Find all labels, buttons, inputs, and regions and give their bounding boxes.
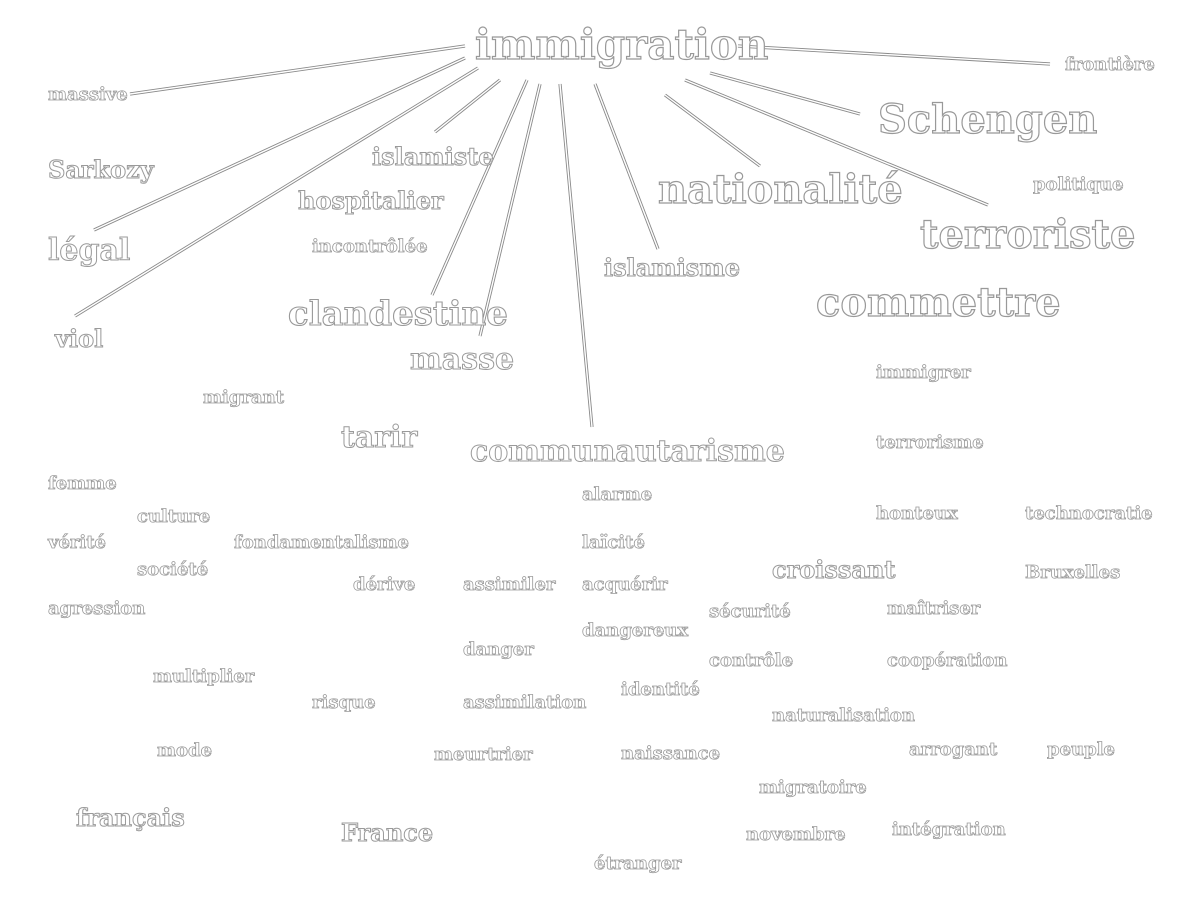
term-multiplier: multiplier xyxy=(153,666,255,687)
link-communautarisme xyxy=(558,83,594,428)
term-honteux: honteux xyxy=(876,503,959,524)
term-derive: dérive xyxy=(353,574,416,595)
term-clandestine: clandestine xyxy=(287,294,508,334)
link-frontiere xyxy=(737,44,1051,66)
term-viol: viol xyxy=(54,324,104,353)
term-croissant: croissant xyxy=(772,555,896,584)
term-agression: agression xyxy=(48,598,146,619)
term-tarir: tarir xyxy=(340,420,418,455)
term-technocratie: technocratie xyxy=(1025,503,1153,524)
term-fondamentalisme: fondamentalisme xyxy=(234,532,410,553)
term-etranger: étranger xyxy=(594,853,682,874)
link-sarkozy xyxy=(93,56,466,232)
term-integration: intégration xyxy=(892,819,1006,840)
term-nationalite: nationalité xyxy=(657,166,903,213)
term-peuple: peuple xyxy=(1047,739,1116,760)
term-incontrolee: incontrôlée xyxy=(312,236,428,257)
term-massive: massive xyxy=(48,84,129,105)
term-communautarisme: communautarisme xyxy=(470,434,786,469)
term-meurtrier: meurtrier xyxy=(434,744,533,765)
term-commettre: commettre xyxy=(815,279,1061,326)
term-bruxelles: Bruxelles xyxy=(1025,562,1121,583)
term-francais: français xyxy=(76,803,186,832)
term-naturalisation: naturalisation xyxy=(772,705,916,726)
term-islamisme: islamisme xyxy=(604,253,741,282)
link-viol xyxy=(74,66,479,318)
term-societe: société xyxy=(137,559,209,580)
term-femme: femme xyxy=(48,473,118,494)
link-islamiste xyxy=(434,78,501,134)
term-terroriste: terroriste xyxy=(919,211,1136,258)
term-controle: contrôle xyxy=(709,650,794,671)
term-danger: danger xyxy=(463,639,535,660)
term-hospitalier: hospitalier xyxy=(298,186,445,215)
term-sarkozy: Sarkozy xyxy=(48,155,155,184)
term-acquerir: acquérir xyxy=(582,574,668,595)
link-masse xyxy=(478,83,542,337)
link-terroriste xyxy=(684,78,989,207)
link-nationalite xyxy=(664,93,761,168)
term-novembre: novembre xyxy=(746,824,846,845)
term-assimiler: assimiler xyxy=(463,574,556,595)
term-cooperation: coopération xyxy=(887,650,1008,671)
term-france: France xyxy=(340,818,434,847)
link-islamisme xyxy=(593,83,660,250)
term-alarme: alarme xyxy=(582,484,653,505)
term-schengen: Schengen xyxy=(877,96,1098,143)
term-culture: culture xyxy=(137,506,211,527)
term-migratoire: migratoire xyxy=(759,777,868,798)
term-securite: sécurité xyxy=(709,601,792,622)
term-terrorisme: terrorisme xyxy=(876,432,985,453)
link-schengen xyxy=(709,71,861,116)
term-immigrer: immigrer xyxy=(876,362,972,383)
term-immigration: immigration xyxy=(474,20,769,69)
term-mode: mode xyxy=(157,740,213,761)
term-politique: politique xyxy=(1033,174,1124,195)
term-frontiere: frontière xyxy=(1065,54,1156,75)
term-verite: vérité xyxy=(48,532,107,553)
term-masse: masse xyxy=(409,342,515,377)
term-assimilation: assimilation xyxy=(463,692,587,713)
term-migrant: migrant xyxy=(203,387,285,408)
term-naissance: naissance xyxy=(621,743,721,764)
term-risque: risque xyxy=(312,692,376,713)
term-dangereux: dangereux xyxy=(582,620,689,641)
term-identite: identité xyxy=(621,679,701,700)
term-islamiste: islamiste xyxy=(372,142,495,171)
term-arrogant: arrogant xyxy=(909,739,998,760)
link-clandestine xyxy=(430,79,529,296)
term-laicite: laïcité xyxy=(582,532,646,553)
term-maitriser: maîtriser xyxy=(887,598,981,619)
link-massive xyxy=(129,44,466,96)
term-legal: légal xyxy=(47,233,131,268)
